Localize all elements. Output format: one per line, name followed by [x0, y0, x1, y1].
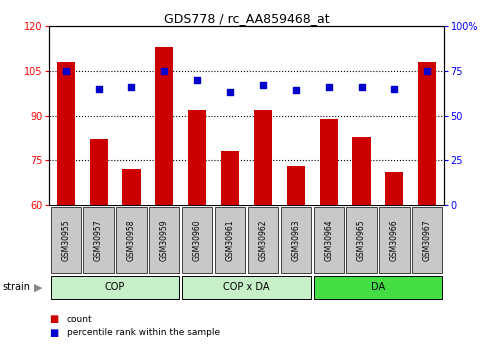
Text: COP: COP	[105, 282, 125, 292]
Text: GSM30955: GSM30955	[61, 219, 70, 260]
Point	[259, 82, 267, 88]
Bar	[314, 207, 344, 273]
Point	[292, 88, 300, 93]
Text: count: count	[67, 315, 92, 324]
Bar	[57, 62, 75, 205]
Point	[226, 89, 234, 95]
Text: strain: strain	[2, 282, 31, 292]
Text: ■: ■	[49, 314, 59, 324]
Text: DA: DA	[371, 282, 385, 292]
Bar	[182, 207, 212, 273]
Bar	[281, 207, 311, 273]
Bar	[149, 207, 179, 273]
Bar	[90, 139, 107, 205]
Text: GSM30962: GSM30962	[258, 219, 267, 260]
Bar	[188, 110, 206, 205]
Bar	[155, 47, 174, 205]
Text: GSM30963: GSM30963	[291, 219, 300, 260]
Text: GSM30967: GSM30967	[423, 219, 432, 260]
Point	[62, 68, 70, 73]
Text: GSM30959: GSM30959	[160, 219, 169, 260]
Bar	[182, 276, 311, 299]
Point	[95, 86, 103, 91]
Point	[128, 84, 136, 90]
Bar	[412, 207, 442, 273]
Text: ■: ■	[49, 328, 59, 338]
Text: GSM30964: GSM30964	[324, 219, 333, 260]
Bar	[215, 207, 245, 273]
Bar	[379, 207, 410, 273]
Bar	[347, 207, 377, 273]
Point	[423, 68, 431, 73]
Bar	[352, 137, 371, 205]
Text: percentile rank within the sample: percentile rank within the sample	[67, 328, 220, 337]
Text: GSM30965: GSM30965	[357, 219, 366, 260]
Bar	[122, 169, 141, 205]
Text: GSM30961: GSM30961	[226, 219, 235, 260]
Point	[325, 84, 333, 90]
Text: GSM30957: GSM30957	[94, 219, 103, 260]
Bar	[221, 151, 239, 205]
Text: GSM30958: GSM30958	[127, 219, 136, 260]
Bar	[51, 207, 81, 273]
Point	[390, 86, 398, 91]
Text: GSM30966: GSM30966	[390, 219, 399, 260]
Text: ▶: ▶	[34, 282, 42, 292]
Bar	[248, 207, 278, 273]
Bar	[116, 207, 146, 273]
Bar	[386, 172, 403, 205]
Title: GDS778 / rc_AA859468_at: GDS778 / rc_AA859468_at	[164, 12, 329, 25]
Bar	[254, 110, 272, 205]
Bar	[83, 207, 114, 273]
Bar	[287, 166, 305, 205]
Text: GSM30960: GSM30960	[193, 219, 202, 260]
Bar	[314, 276, 442, 299]
Point	[193, 77, 201, 82]
Text: COP x DA: COP x DA	[223, 282, 270, 292]
Bar	[51, 276, 179, 299]
Point	[160, 68, 168, 73]
Bar	[319, 119, 338, 205]
Point	[357, 84, 365, 90]
Bar	[418, 62, 436, 205]
